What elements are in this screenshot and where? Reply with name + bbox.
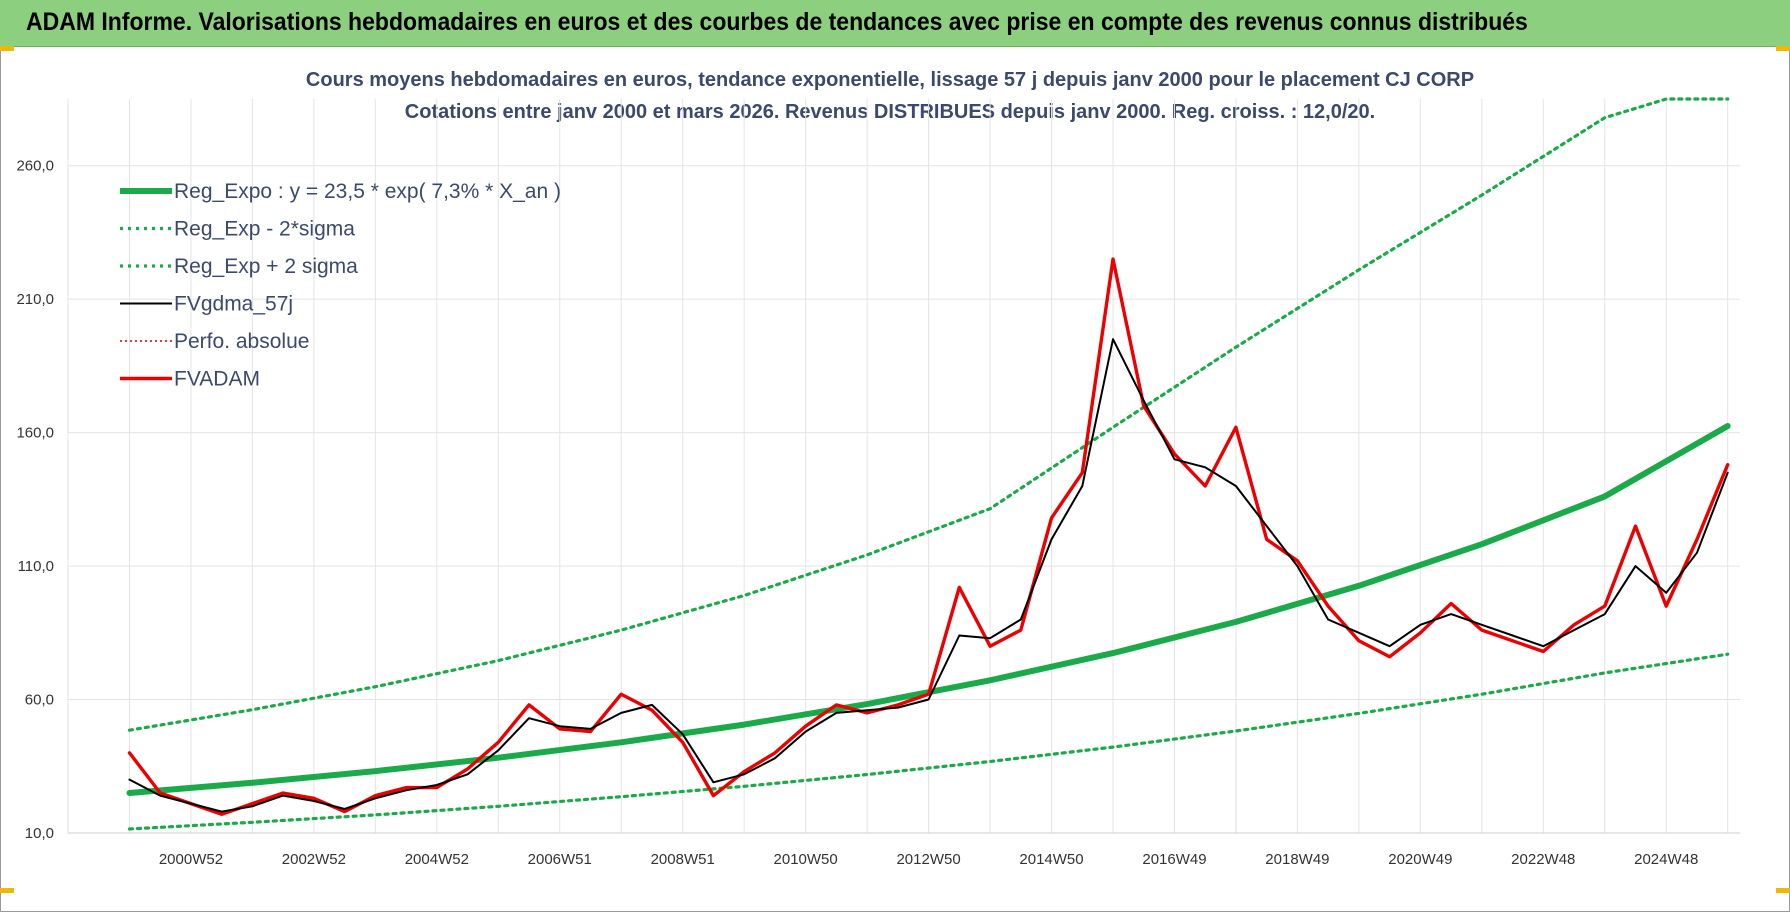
corner-mark-bottom-right (1776, 888, 1790, 893)
x-tick-label: 2008W51 (651, 851, 715, 868)
series-lines (126, 97, 1731, 831)
x-tick-label: 2022W48 (1511, 851, 1575, 868)
legend: Reg_Expo : y = 23,5 * exp( 7,3% * X_an )… (120, 180, 561, 391)
series-line-sigma (127, 652, 1730, 831)
corner-mark-top-left (0, 46, 14, 51)
x-tick-label: 2004W52 (405, 851, 469, 868)
x-tick-label: 2014W50 (1019, 851, 1083, 868)
page-header: ADAM Informe. Valorisations hebdomadaire… (0, 0, 1790, 47)
y-tick-label: 210,0 (16, 291, 54, 308)
legend-label: Reg_Expo : y = 23,5 * exp( 7,3% * X_an ) (174, 180, 561, 203)
axes: 10,0 60,0 110,0 160,0 210,0 260,0 2000W52 2002W… (16, 158, 1740, 868)
page-title: ADAM Informe. Valorisations hebdomadaire… (26, 8, 1528, 36)
y-tick-label: 260,0 (16, 158, 54, 175)
x-tick-label: 2000W52 (159, 851, 223, 868)
chart-title: Cours moyens hebdomadaires en euros, ten… (306, 69, 1474, 91)
x-tick-label: 2010W50 (774, 851, 838, 868)
legend-label: Perfo. absolue (174, 330, 309, 353)
corner-mark-bottom-left (0, 888, 14, 893)
y-tick-label: 10,0 (25, 825, 54, 842)
y-tick-label: 60,0 (25, 692, 54, 709)
x-tick-label: 2006W51 (528, 851, 592, 868)
x-tick-label: 2002W52 (282, 851, 346, 868)
series-line-fvadam (127, 257, 1730, 816)
legend-label: Reg_Exp - 2*sigma (174, 218, 355, 241)
chart-subtitle: Cotations entre janv 2000 et mars 2026. … (405, 101, 1375, 123)
x-tick-label: 2012W50 (896, 851, 960, 868)
x-tick-label: 2016W49 (1142, 851, 1206, 868)
y-tick-label: 160,0 (16, 425, 54, 442)
x-tick-label: 2024W48 (1634, 851, 1698, 868)
y-tick-label: 110,0 (18, 558, 54, 575)
series-line-fvgdma (128, 338, 1729, 813)
legend-label: FVADAM (174, 368, 260, 391)
legend-label: Reg_Exp + 2 sigma (174, 255, 358, 278)
line-chart: Cours moyens hebdomadaires en euros, ten… (16, 69, 1740, 868)
grid (67, 99, 1740, 834)
legend-label: FVgdma_57j (174, 293, 293, 316)
series-line-sigma (127, 97, 1730, 732)
corner-mark-top-right (1776, 46, 1790, 51)
x-tick-label: 2020W49 (1388, 851, 1452, 868)
x-tick-label: 2018W49 (1265, 851, 1329, 868)
